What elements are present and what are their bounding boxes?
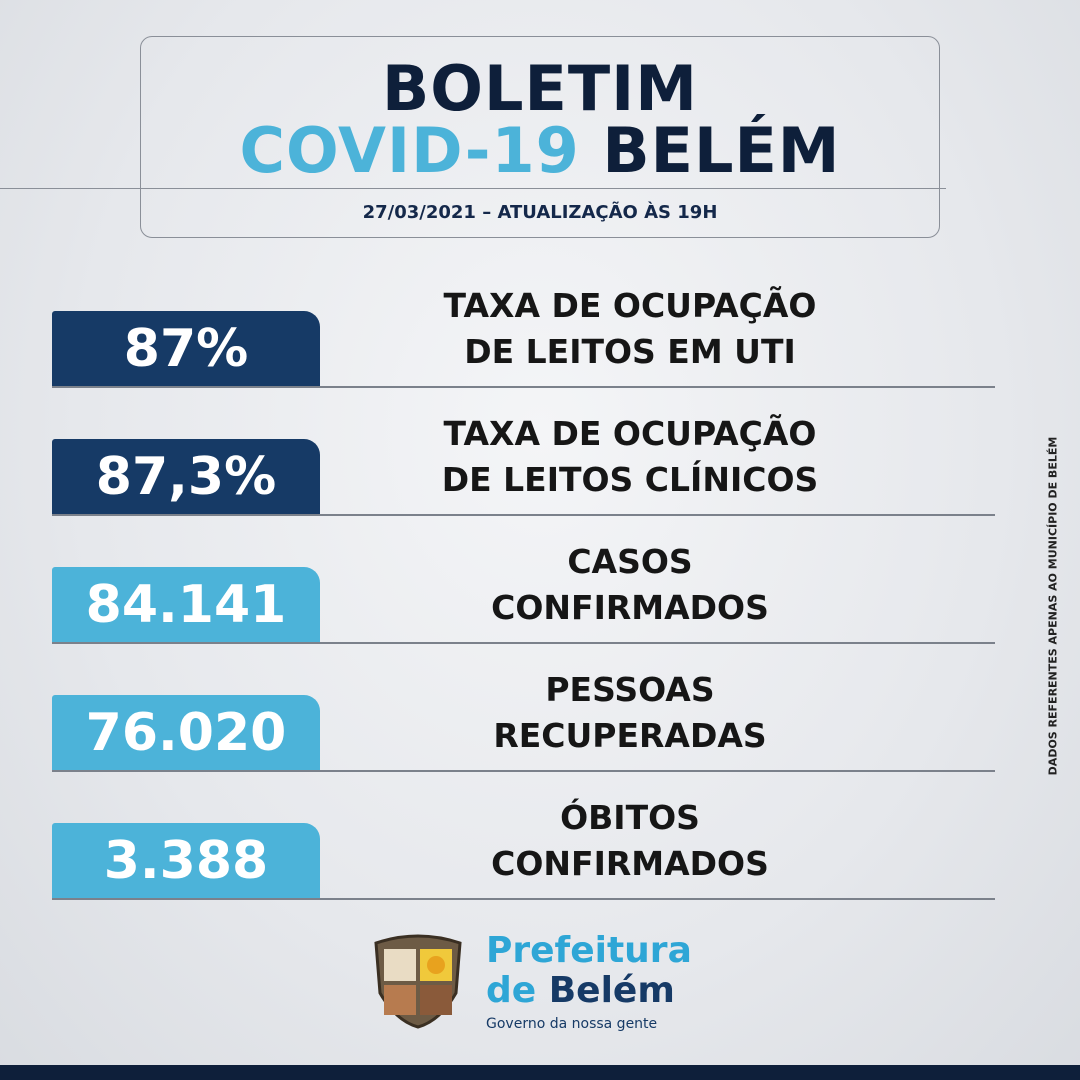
- stat-value: 76.020: [52, 695, 320, 770]
- stat-rule: [52, 770, 995, 772]
- header-rule: [0, 188, 946, 189]
- stat-label: TAXA DE OCUPAÇÃO DE LEITOS CLÍNICOS: [420, 411, 840, 503]
- logo-crest: [374, 934, 462, 1029]
- stat-rule: [52, 642, 995, 644]
- stat-label: TAXA DE OCUPAÇÃO DE LEITOS EM UTI: [420, 283, 840, 375]
- stat-value: 3.388: [52, 823, 320, 898]
- logo-text: de Belém: [486, 970, 675, 1011]
- stat-label-line: ÓBITOS: [560, 798, 700, 837]
- logo-text-part: Belém: [548, 970, 675, 1011]
- stat-rule: [52, 386, 995, 388]
- stat-label-line: DE LEITOS CLÍNICOS: [441, 460, 819, 499]
- stat-label-line: TAXA DE OCUPAÇÃO: [443, 286, 817, 325]
- logo-text-part: de: [486, 970, 537, 1011]
- logo-text: Prefeitura: [486, 930, 692, 971]
- subtitle: 27/03/2021 – ATUALIZAÇÃO ÀS 19H: [362, 202, 718, 223]
- stat-value: 84.141: [52, 567, 320, 642]
- logo-tagline: Governo da nossa gente: [486, 1016, 658, 1032]
- stat-label-line: CONFIRMADOS: [491, 844, 769, 883]
- stat-rule: [52, 898, 995, 900]
- footer-bar: [0, 1065, 1080, 1080]
- title: BOLETIM: [382, 52, 698, 125]
- stat-label-line: RECUPERADAS: [493, 716, 767, 755]
- stat-label-line: DE LEITOS EM UTI: [464, 332, 796, 371]
- stat-label-line: TAXA DE OCUPAÇÃO: [443, 414, 817, 453]
- header-box: [140, 36, 940, 238]
- stat-rule: [52, 514, 995, 516]
- stat-label: PESSOAS RECUPERADAS: [420, 667, 840, 759]
- stat-label-line: CASOS: [567, 542, 693, 581]
- stat-label-line: CONFIRMADOS: [491, 588, 769, 627]
- title-part: BELÉM: [602, 114, 841, 187]
- stat-value: 87,3%: [52, 439, 320, 514]
- stat-value: 87%: [52, 311, 320, 386]
- title: COVID-19 BELÉM: [140, 114, 940, 187]
- title-part: COVID-19: [239, 114, 580, 187]
- side-note: DADOS REFERENTES APENAS AO MUNICÍPIO DE …: [1046, 436, 1060, 776]
- stat-label: CASOS CONFIRMADOS: [420, 539, 840, 631]
- stat-label: ÓBITOS CONFIRMADOS: [420, 795, 840, 887]
- stat-label-line: PESSOAS: [545, 670, 715, 709]
